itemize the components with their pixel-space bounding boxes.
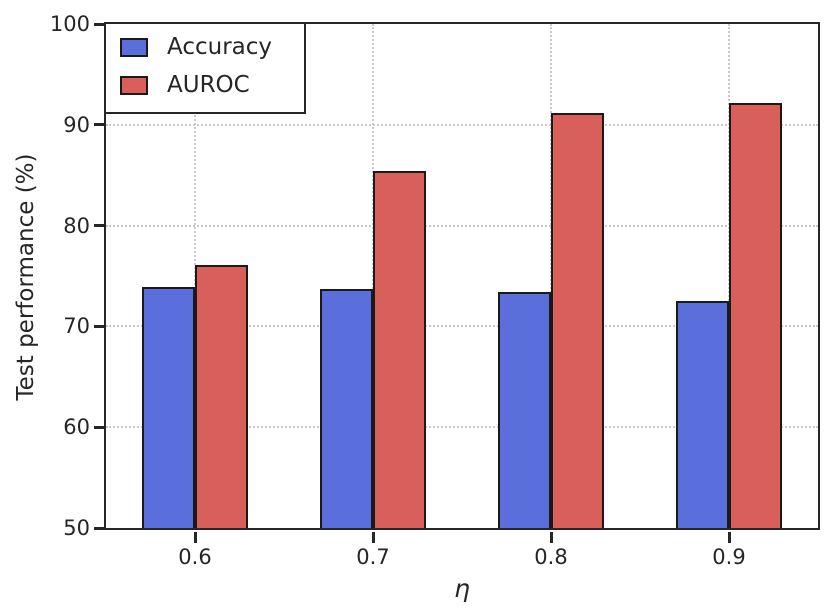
legend: Accuracy AUROC (104, 22, 306, 114)
y-tick-60 (94, 425, 105, 429)
y-tick-70 (94, 324, 105, 328)
bar-accuracy-0.6 (141, 287, 195, 528)
legend-swatch-auroc (120, 76, 148, 96)
y-tick-80 (94, 224, 105, 228)
y-tick-label-60: 60 (63, 415, 90, 440)
gridline-h-60 (106, 426, 818, 429)
x-tick-0.8 (549, 532, 553, 543)
gridline-h-90 (106, 123, 818, 126)
bar-accuracy-0.9 (675, 301, 729, 528)
y-axis-label: Test performance (%) (13, 153, 39, 401)
plot-area: Accuracy AUROC (104, 22, 820, 530)
x-tick-label-0.9: 0.9 (712, 545, 746, 569)
legend-item-accuracy: Accuracy (120, 34, 290, 60)
legend-swatch-accuracy (120, 38, 148, 58)
x-axis-label: η (454, 574, 470, 603)
y-tick-50 (94, 526, 105, 530)
y-tick-100 (94, 22, 105, 26)
x-tick-label-0.6: 0.6 (178, 545, 212, 569)
gridline-h-80 (106, 224, 818, 227)
bar-auroc-0.6 (195, 264, 249, 528)
y-tick-label-50: 50 (63, 516, 90, 540)
y-tick-label-80: 80 (63, 213, 90, 238)
x-tick-0.9 (727, 532, 731, 543)
x-tick-label-0.7: 0.7 (356, 545, 390, 569)
x-tick-0.7 (371, 532, 375, 543)
y-tick-label-70: 70 (63, 314, 90, 339)
y-tick-label-90: 90 (63, 112, 90, 137)
y-tick-90 (94, 123, 105, 127)
x-tick-label-0.8: 0.8 (534, 545, 568, 569)
legend-item-auroc: AUROC (120, 72, 290, 99)
bar-auroc-0.7 (373, 171, 427, 528)
legend-label-accuracy: Accuracy (167, 34, 273, 60)
bar-accuracy-0.8 (497, 292, 551, 528)
x-tick-0.6 (193, 532, 197, 543)
bar-accuracy-0.7 (319, 289, 373, 528)
gridline-h-70 (106, 325, 818, 328)
bar-auroc-0.8 (551, 112, 605, 528)
legend-label-auroc: AUROC (167, 72, 250, 99)
bar-auroc-0.9 (729, 102, 783, 528)
y-tick-label-100: 100 (49, 12, 90, 36)
